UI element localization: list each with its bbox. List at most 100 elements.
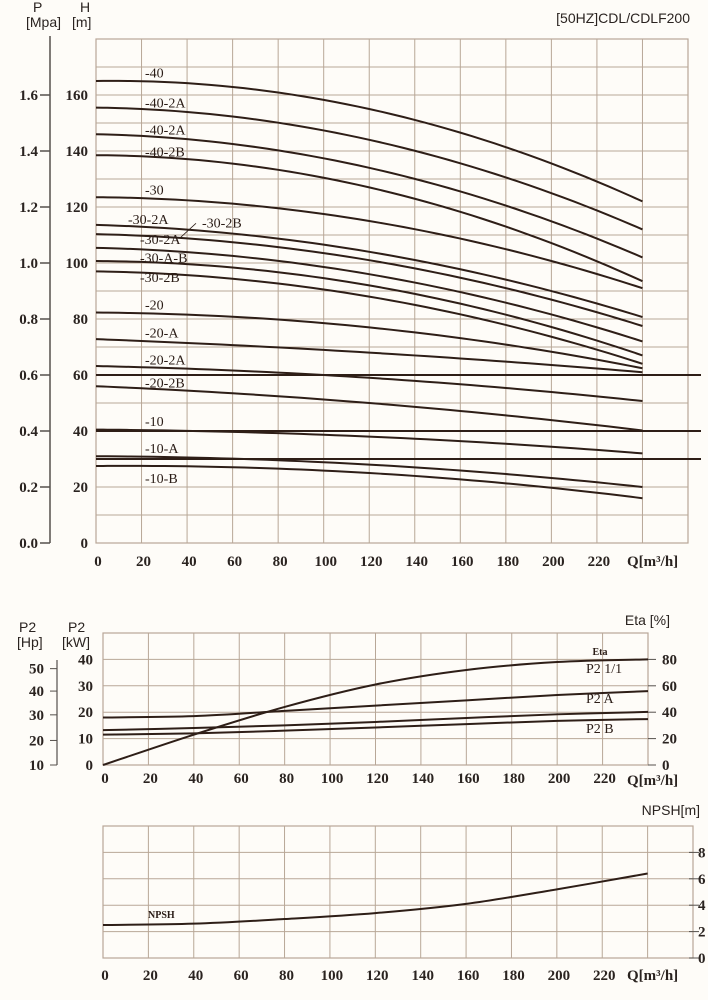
x-tick-label: 0 [94,554,102,570]
h-tick-label: 40 [73,424,88,440]
curve-label: -40-2A [145,96,186,111]
curve-label: -40-2A [145,123,186,138]
hp-tick-label: 20 [29,733,44,749]
eta-tick-label: 0 [662,758,670,774]
x-tick-label: 20 [136,554,151,570]
eta-curve-label: Eta [593,647,608,658]
x-tick-label: 140 [411,968,434,984]
x-tick-label: 120 [366,771,389,787]
head-curve [95,455,643,488]
head-curve [95,311,643,370]
p-axis-unit: [Mpa] [26,14,61,30]
h-tick-label: 20 [73,480,88,496]
h-tick-label: 100 [66,256,89,272]
x-tick-label: 40 [188,771,203,787]
h-axis-unit: [m] [72,14,91,30]
p-tick-label: 0.8 [19,312,38,328]
curve-label: -20-2A [145,353,186,368]
curve-label: -20 [145,298,164,313]
p-axis-label: P [33,0,42,15]
p-tick-label: 0.6 [19,368,38,384]
h-axis-label: H [80,0,90,15]
x-tick-label: 160 [457,771,480,787]
plot-border [95,38,689,544]
head-curve [95,223,643,318]
x-tick-label: 200 [542,554,565,570]
x-tick-label: 80 [279,771,294,787]
x-tick-label: 160 [451,554,474,570]
head-curve [95,196,643,290]
head-curve [95,246,643,343]
curve-label: -30-A-B [140,251,187,266]
x-tick-label: 60 [234,968,249,984]
plot-border [102,825,694,959]
curve-label: -30-2A [128,213,169,228]
hp-tick-label: 40 [29,684,44,700]
head-curve [95,133,643,259]
x-tick-label: 120 [360,554,383,570]
eta-tick-label: 20 [662,732,677,748]
kw-tick-label: 30 [78,679,93,695]
head-curve [95,385,643,432]
npsh-chart [102,825,699,959]
npsh-tick-label: 4 [698,898,706,914]
p-tick-label: 1.2 [19,200,38,216]
x-tick-label: 180 [503,771,526,787]
curve-label: -40 [145,66,164,81]
h-tick-label: 120 [66,200,89,216]
x-tick-label: 200 [548,771,571,787]
npsh-axis-label: NPSH[m] [642,802,700,818]
x-tick-label: 80 [279,968,294,984]
npsh-curve-label: NPSH [148,910,175,921]
hp-tick-label: 10 [29,758,44,774]
hp-axis-unit: [Hp] [17,634,43,650]
h-tick-label: 160 [66,88,89,104]
head-curve [95,106,643,231]
npsh-tick-label: 8 [698,845,706,861]
h-tick-label: 0 [81,536,89,552]
curve-label: -30-2B [202,217,242,232]
x-tick-label: 220 [593,771,616,787]
h-tick-label: 140 [66,144,89,160]
x-tick-label: 180 [497,554,520,570]
power-curve-p2-b [102,718,649,736]
x-tick-label: 100 [321,968,344,984]
head-curve [95,365,643,403]
npsh-tick-label: 6 [698,872,706,888]
eta-axis-label: Eta [%] [625,612,670,628]
x-axis-label: Q[m³/h] [627,773,678,789]
x-tick-label: 60 [234,771,249,787]
kw-tick-label: 10 [78,732,93,748]
x-tick-label: 220 [588,554,611,570]
head-curve [95,154,643,283]
npsh-tick-label: 0 [698,951,706,967]
curve-label: -10-B [145,472,178,487]
hp-axis-label: P2 [19,619,36,635]
curve-label: -30-2B [140,271,180,286]
kw-axis-unit: [kW] [62,634,90,650]
npsh-curve [102,872,648,926]
x-tick-label: 200 [548,968,571,984]
x-tick-label: 80 [273,554,288,570]
x-tick-label: 120 [366,968,389,984]
head-curve [95,233,643,327]
x-tick-label: 40 [182,554,197,570]
p2-a-curve-label: P2 A [586,692,615,707]
h-tick-label: 60 [73,368,88,384]
x-axis-label: Q[m³/h] [627,554,678,570]
x-tick-label: 140 [406,554,429,570]
p2-b-curve-label: P2 B [586,722,614,737]
curve-label: -20-2B [145,377,185,392]
p2-full-curve-label: P2 1/1 [586,662,622,677]
x-tick-label: 140 [412,771,435,787]
eta-tick-label: 80 [662,652,677,668]
chart-title: [50HZ]CDL/CDLF200 [556,10,690,26]
x-tick-label: 60 [227,554,242,570]
power-curve-eta [102,658,649,766]
x-tick-label: 40 [188,968,203,984]
x-tick-label: 100 [314,554,337,570]
power-efficiency-chart [50,632,656,766]
curve-label: -30-2A [140,233,181,248]
